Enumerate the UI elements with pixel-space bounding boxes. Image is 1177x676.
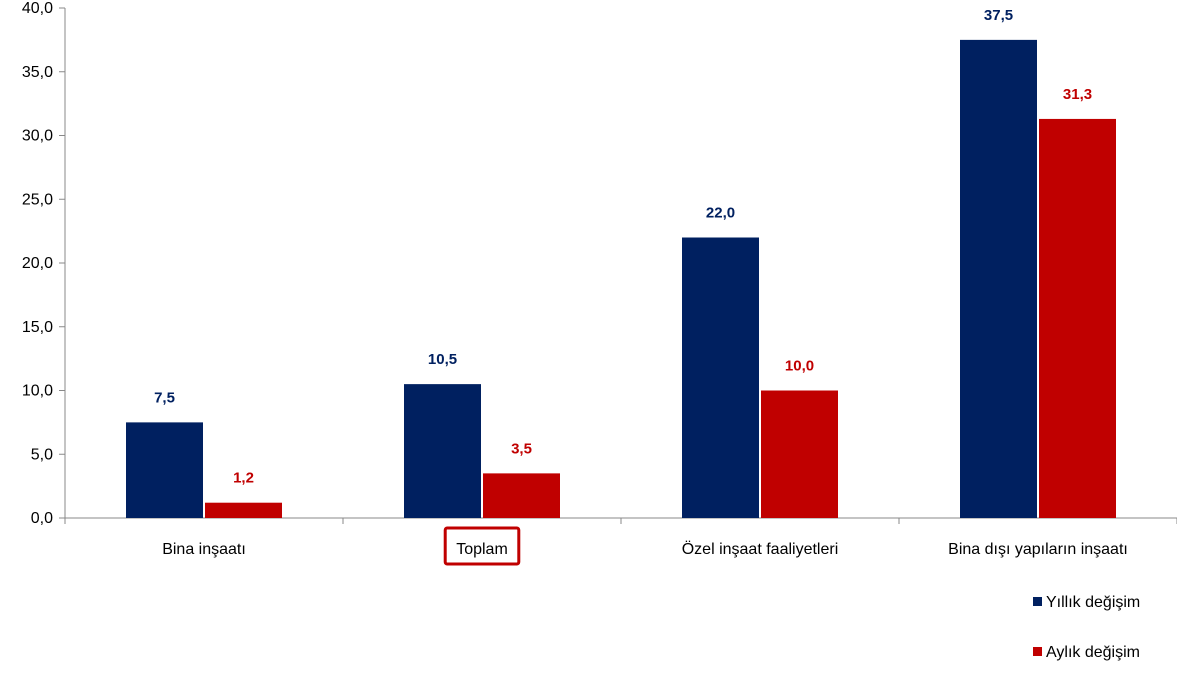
- data-label: 7,5: [154, 389, 175, 406]
- y-tick-label: 40,0: [22, 0, 53, 17]
- y-axis: 0,0 5,0 10,0 15,0 20,0 25,0 30,0 35,0 40,0: [22, 0, 66, 527]
- data-labels: 7,5 1,2 10,5 3,5 22,0 10,0 37,5 31,3: [154, 7, 1092, 487]
- y-tick-label: 35,0: [22, 64, 53, 81]
- data-label: 3,5: [511, 440, 532, 457]
- category-label: Özel inşaat faaliyetleri: [682, 540, 839, 558]
- bars: [126, 39, 1116, 519]
- y-tick-label: 10,0: [22, 383, 53, 400]
- y-tick-label: 25,0: [22, 191, 53, 208]
- data-label: 10,5: [428, 351, 457, 368]
- legend-label: Yıllık değişim: [1046, 594, 1140, 611]
- bar-aylik: [205, 502, 282, 518]
- category-labels: Bina inşaatı Toplam Özel inşaat faaliyetle…: [162, 526, 1128, 566]
- data-label: 37,5: [984, 7, 1013, 24]
- data-label: 10,0: [785, 358, 814, 375]
- legend-swatch: [1033, 647, 1042, 656]
- y-tick-label: 30,0: [22, 128, 53, 145]
- bar-aylik: [483, 473, 560, 518]
- data-label: 22,0: [706, 205, 735, 222]
- legend: Yıllık değişim Aylık değişim: [1033, 594, 1140, 661]
- bar-yillik: [404, 384, 481, 518]
- bar-yillik: [126, 422, 203, 518]
- bar-aylik: [761, 390, 838, 518]
- bar-aylik: [1039, 118, 1116, 519]
- y-tick-label: 5,0: [31, 446, 53, 463]
- legend-label: Aylık değişim: [1046, 644, 1140, 661]
- bar-yillik: [682, 237, 759, 518]
- data-label: 31,3: [1063, 86, 1092, 103]
- y-tick-label: 0,0: [31, 510, 53, 527]
- x-axis: [64, 517, 1177, 524]
- category-label: Toplam: [456, 541, 508, 558]
- category-label: Bina inşaatı: [162, 541, 246, 558]
- bar-yillik: [960, 39, 1037, 518]
- y-tick-label: 20,0: [22, 255, 53, 272]
- y-tick-label: 15,0: [22, 319, 53, 336]
- highlight-box: [443, 526, 521, 566]
- data-label: 1,2: [233, 470, 254, 487]
- category-label: Bina dışı yapıların inşaatı: [948, 541, 1128, 558]
- legend-swatch: [1033, 597, 1042, 606]
